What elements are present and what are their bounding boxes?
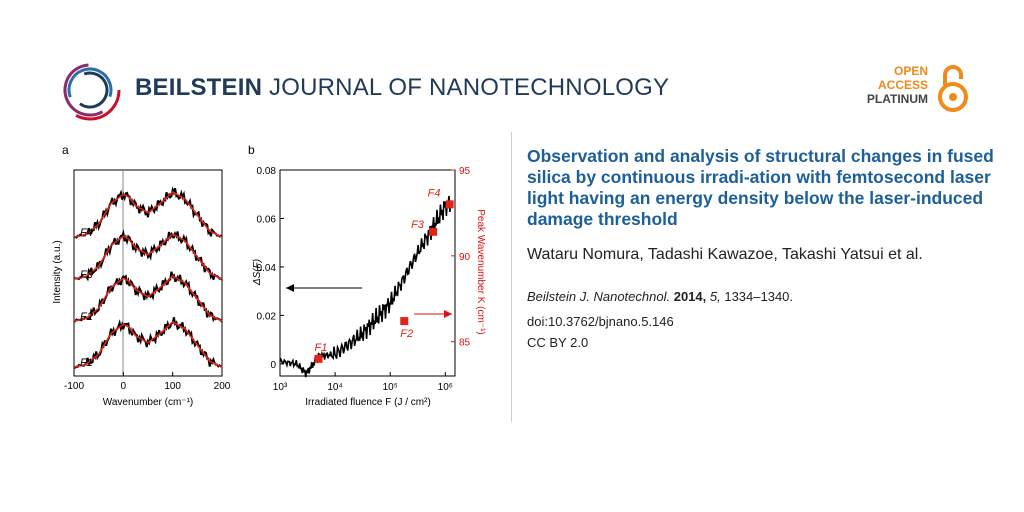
point-label-f2: F2 — [400, 328, 413, 340]
panel-b-right-tick-label: 95 — [459, 166, 471, 177]
fit-curve-f4 — [73, 191, 223, 238]
curve-label-f1: F1 — [80, 357, 93, 369]
panel-b-xtick-label: 10³ — [273, 382, 288, 393]
panel-b-yticks: 0.08 0.06 0.04 0.02 0 — [257, 166, 284, 371]
panel-a-frame — [73, 169, 223, 377]
panel-a-xtick-label: 0 — [121, 381, 127, 392]
vertical-divider — [511, 132, 512, 422]
open-access-line-2: ACCESS — [877, 78, 928, 92]
citation-journal: Beilstein J. Nanotechnol. — [527, 289, 671, 304]
spectrum-trace-f4 — [73, 186, 223, 239]
journal-name-rest: JOURNAL OF NANOTECHNOLOGY — [262, 74, 670, 101]
right-axis-arrowhead — [444, 310, 452, 318]
open-lock-icon — [938, 65, 968, 112]
article-title[interactable]: Observation and analysis of structural c… — [527, 146, 994, 229]
peak-point-f2 — [400, 317, 409, 326]
panel-b-frame — [279, 169, 456, 377]
panel-b-xtick-label: 10⁵ — [383, 382, 398, 393]
panel-b-ytick-label: 0 — [270, 360, 276, 371]
panel-b-ytick-label: 0.04 — [257, 263, 277, 274]
open-access-badge: OPEN ACCESS PLATINUM — [867, 64, 928, 106]
panel-a-curve-labels: F4 F3 F2 F1 — [80, 227, 94, 369]
citation-volume: 5, — [709, 289, 721, 304]
peak-point-f1 — [314, 354, 323, 363]
peak-point-f3 — [429, 227, 438, 236]
point-label-f3: F3 — [411, 219, 425, 231]
article-citation: Beilstein J. Nanotechnol. 2014, 5, 1334–… — [527, 289, 997, 304]
panel-b-label: b — [248, 143, 255, 157]
panel-b-right-tick-label: 90 — [459, 252, 471, 263]
article-doi[interactable]: doi:10.3762/bjnano.5.146 — [527, 314, 674, 329]
panel-a-xtick-label: 100 — [164, 381, 181, 392]
panel-b-ytick-label: 0.08 — [257, 166, 277, 177]
panel-b-xlabel: Irradiated fluence F (J / cm²) — [305, 397, 431, 408]
fit-curve-f1 — [73, 321, 223, 368]
article-info: Observation and analysis of structural c… — [527, 146, 997, 350]
point-label-f1: F1 — [315, 342, 328, 354]
panel-b-xtick-label: 10⁴ — [327, 382, 342, 393]
citation-pages: 1334–1340. — [720, 289, 794, 304]
left-axis-arrowhead — [286, 284, 294, 292]
spectrum-trace-f2 — [73, 271, 223, 323]
panel-b-ylabel-right: Peak Wavenumber K (cm⁻¹) — [475, 209, 486, 335]
panel-b-yticks-right: 95 90 85 — [451, 166, 471, 349]
journal-name-bold: BEILSTEIN — [135, 74, 263, 101]
panel-a-label: a — [62, 143, 69, 157]
panel-a-xlabel: Wavenumber (cm⁻¹) — [103, 397, 193, 408]
panel-b-right-tick-label: 85 — [459, 338, 471, 349]
panel-a-xtick-label: 200 — [214, 381, 231, 392]
panel-a-curves — [73, 186, 223, 369]
fit-curve-f2 — [73, 275, 223, 322]
panel-b-data: F1 F2 F3 F4 — [279, 187, 454, 378]
panel-a-xticks: -100 0 100 200 — [64, 372, 231, 392]
article-license[interactable]: CC BY 2.0 — [527, 335, 589, 350]
citation-year: 2014, — [673, 289, 707, 304]
panel-b-ytick-label: 0.02 — [257, 311, 277, 322]
delta-s-trace — [279, 195, 453, 378]
panel-b-ytick-label: 0.06 — [257, 214, 277, 225]
fit-curve-f3 — [73, 233, 223, 280]
point-label-f4: F4 — [428, 187, 441, 199]
panel-b-xticks: 10³ 10⁴ 10⁵ 10⁶ — [273, 372, 453, 393]
panel-a-xtick-label: -100 — [64, 381, 84, 392]
spectrum-trace-f1 — [73, 317, 222, 369]
curve-label-f4: F4 — [80, 227, 93, 239]
curve-label-f2: F2 — [80, 311, 93, 323]
open-access-line-1: OPEN — [893, 64, 928, 78]
article-authors: Wataru Nomura, Tadashi Kawazoe, Takashi … — [527, 246, 923, 263]
peak-point-f4 — [445, 200, 454, 209]
beilstein-logo-icon — [59, 59, 121, 121]
open-access-line-3: PLATINUM — [866, 92, 928, 106]
panel-b-xtick-label: 10⁶ — [438, 382, 453, 393]
panel-a-ylabel: Intensity (a.u.) — [52, 240, 63, 303]
panel-b-ylabel-left: ΔS(F) — [252, 259, 263, 286]
curve-label-f3: F3 — [80, 269, 94, 281]
graphical-abstract-figure: a Intensity (a.u.) Wavenumber (cm⁻¹) -10… — [52, 143, 486, 408]
spectrum-trace-f3 — [73, 229, 223, 282]
journal-name: BEILSTEIN JOURNAL OF NANOTECHNOLOGY — [135, 74, 669, 102]
